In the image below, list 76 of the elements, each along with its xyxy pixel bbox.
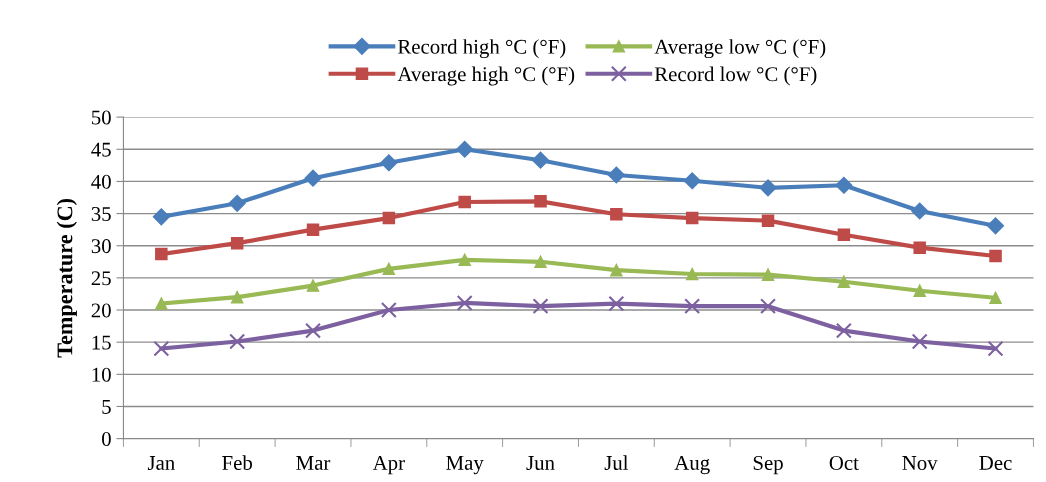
point <box>685 211 699 225</box>
point <box>761 214 775 227</box>
point <box>835 322 852 339</box>
point <box>532 298 549 315</box>
point <box>382 262 396 276</box>
point <box>230 290 244 304</box>
x-tick-label: Mar <box>296 456 331 470</box>
point <box>305 322 321 339</box>
point <box>230 236 244 250</box>
x-tick-label: Aug <box>674 455 710 475</box>
point <box>685 267 699 281</box>
y-tick-label: 50 <box>92 110 111 125</box>
point <box>837 228 851 242</box>
point <box>761 268 775 281</box>
y-tick-label: 0 <box>102 431 111 447</box>
point <box>987 340 1004 357</box>
point <box>837 275 851 288</box>
x-tick-label: Jun <box>526 456 555 470</box>
point <box>152 208 170 226</box>
point <box>534 255 547 269</box>
point <box>610 263 623 277</box>
point <box>684 298 701 315</box>
y-tick-label: 30 <box>91 239 111 254</box>
y-tick-label: 40 <box>91 174 111 189</box>
point <box>607 166 625 184</box>
point <box>456 140 474 158</box>
y-tick-label: 15 <box>92 335 111 350</box>
legend-label: Record low °C (°F) <box>654 66 817 86</box>
point <box>155 247 168 261</box>
point <box>911 202 929 220</box>
y-tick-label: 25 <box>91 271 111 286</box>
point <box>306 223 320 236</box>
y-tick-label: 45 <box>91 142 111 157</box>
point <box>913 241 926 254</box>
point <box>759 179 777 197</box>
x-tick-label: Nov <box>902 456 938 470</box>
point <box>610 207 623 221</box>
x-tick-label: Oct <box>829 455 859 470</box>
point <box>683 172 701 190</box>
x-tick-label: Sep <box>753 455 783 475</box>
point <box>228 194 246 212</box>
point <box>458 195 471 209</box>
x-tick-label: Feb <box>222 455 253 470</box>
point <box>989 249 1002 263</box>
point <box>531 151 550 169</box>
point <box>989 291 1002 305</box>
point <box>458 253 471 267</box>
point <box>534 195 547 208</box>
point <box>155 297 168 310</box>
legend-label: Record high °C (°F) <box>397 39 566 59</box>
point <box>608 295 625 312</box>
point <box>913 284 926 297</box>
legend-label: Average high °C (°F) <box>397 66 575 86</box>
point <box>380 154 398 172</box>
x-tick-label: Jul <box>604 455 629 470</box>
y-axis-title: Temperature (C) <box>56 198 77 358</box>
point <box>911 333 928 350</box>
point <box>229 333 246 350</box>
point <box>382 211 396 225</box>
legend-label: Average low °C (°F) <box>654 39 826 59</box>
x-tick-label: May <box>446 456 484 475</box>
point <box>456 294 473 311</box>
y-tick-label: 35 <box>91 207 111 222</box>
point <box>306 279 320 292</box>
point <box>380 302 397 319</box>
y-tick-label: 5 <box>102 400 111 414</box>
y-tick-label: 10 <box>92 367 111 382</box>
point <box>153 340 170 357</box>
x-tick-label: Dec <box>979 456 1012 470</box>
x-tick-label: Jan <box>147 456 175 470</box>
point <box>986 217 1005 235</box>
point <box>760 298 777 315</box>
x-tick-label: Apr <box>372 455 405 475</box>
y-tick-label: 20 <box>91 303 111 318</box>
point <box>835 176 853 194</box>
point <box>304 169 322 187</box>
